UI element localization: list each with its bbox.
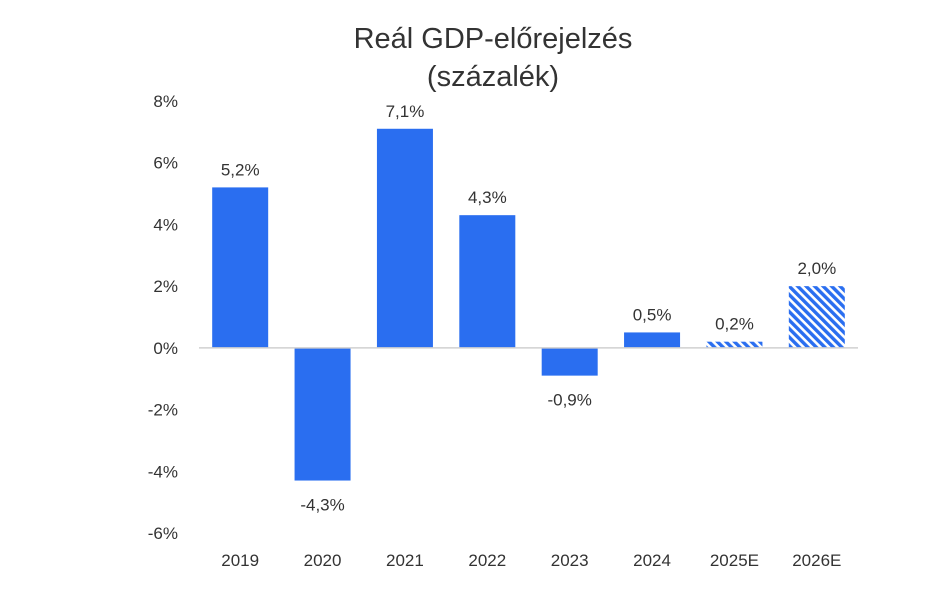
x-tick-label: 2019 — [221, 551, 259, 570]
data-label: 0,5% — [633, 305, 672, 324]
bars-group — [212, 128, 845, 481]
y-tick-label: -2% — [148, 401, 178, 420]
data-labels-group: 5,2% -4,3% 7,1% 4,3% -0,9% 0,5% 0,2% 2,0% — [221, 102, 836, 515]
x-tick-label: 2021 — [386, 551, 424, 570]
data-label: 2,0% — [797, 259, 836, 278]
bar-2023 — [541, 347, 598, 376]
y-tick-label: -4% — [148, 462, 178, 481]
chart-subtitle: (százalék) — [426, 61, 560, 93]
x-tick-label: 2025E — [710, 551, 759, 570]
bar-2026e — [788, 286, 845, 348]
bar-2019 — [212, 187, 269, 348]
data-label: 4,3% — [468, 188, 507, 207]
chart-title: Reál GDP-előrejelzés — [353, 23, 633, 55]
data-label: 5,2% — [221, 160, 260, 179]
bar-2025e — [706, 341, 763, 348]
x-tick-label: 2020 — [304, 551, 342, 570]
bar-2024 — [624, 332, 681, 348]
x-tick-label: 2024 — [633, 551, 671, 570]
data-label: -4,3% — [300, 496, 344, 515]
y-tick-label: -6% — [148, 524, 178, 543]
x-axis: 2019 2020 2021 2022 2023 2024 2025E 2026E — [221, 551, 841, 570]
y-tick-label: 8% — [153, 92, 178, 111]
x-tick-label: 2023 — [551, 551, 589, 570]
bar-2021 — [376, 128, 433, 348]
y-tick-label: 2% — [153, 277, 178, 296]
y-tick-label: 4% — [153, 215, 178, 234]
y-tick-label: 6% — [153, 154, 178, 173]
data-label: 7,1% — [386, 102, 425, 121]
data-label: 0,2% — [715, 315, 754, 334]
y-tick-label: 0% — [153, 339, 178, 358]
bar-2020 — [294, 347, 351, 481]
x-tick-label: 2026E — [792, 551, 841, 570]
chart-title-block: Reál GDP-előrejelzés (százalék) — [0, 20, 946, 96]
bar-2022 — [459, 215, 516, 348]
x-tick-label: 2022 — [468, 551, 506, 570]
y-axis: 8% 6% 4% 2% 0% -2% -4% -6% — [148, 92, 178, 543]
data-label: -0,9% — [547, 391, 591, 410]
